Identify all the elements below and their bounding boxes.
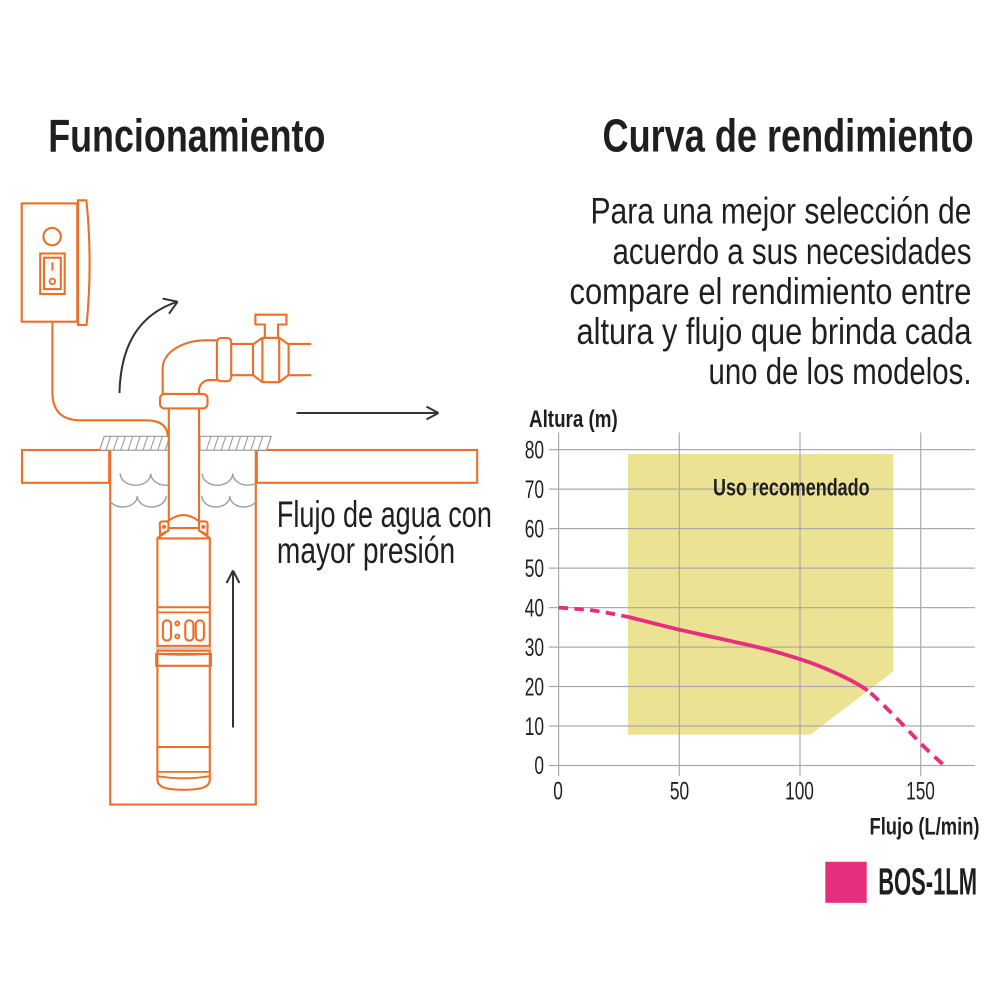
svg-text:0: 0 [534, 752, 544, 780]
svg-text:acuerdo a sus necesidades: acuerdo a sus necesidades [613, 230, 972, 272]
svg-text:compare el rendimiento entre: compare el rendimiento entre [570, 270, 972, 312]
svg-text:10: 10 [525, 713, 544, 741]
svg-text:70: 70 [525, 476, 544, 504]
svg-text:100: 100 [785, 778, 814, 806]
svg-text:60: 60 [525, 515, 544, 543]
svg-text:Para una mejor selección de: Para una mejor selección de [591, 190, 972, 232]
svg-text:mayor presión: mayor presión [277, 529, 455, 571]
svg-text:50: 50 [525, 555, 544, 583]
svg-text:20: 20 [525, 673, 544, 701]
svg-text:0: 0 [553, 778, 563, 806]
svg-text:30: 30 [525, 634, 544, 662]
svg-text:Altura (m): Altura (m) [529, 406, 618, 433]
svg-text:BOS-1LM: BOS-1LM [878, 860, 977, 903]
svg-text:uno de los modelos.: uno de los modelos. [709, 350, 972, 392]
svg-text:Curva de rendimiento: Curva de rendimiento [603, 110, 974, 162]
svg-text:80: 80 [525, 436, 544, 464]
svg-text:40: 40 [525, 594, 544, 622]
svg-text:Flujo (L/min): Flujo (L/min) [870, 813, 980, 840]
svg-text:50: 50 [670, 778, 689, 806]
svg-text:Uso recomendado: Uso recomendado [713, 474, 870, 501]
svg-text:Flujo de agua con: Flujo de agua con [277, 493, 492, 535]
svg-text:altura y flujo que brinda cada: altura y flujo que brinda cada [577, 310, 972, 352]
svg-text:150: 150 [906, 778, 935, 806]
svg-text:Funcionamiento: Funcionamiento [48, 110, 325, 162]
